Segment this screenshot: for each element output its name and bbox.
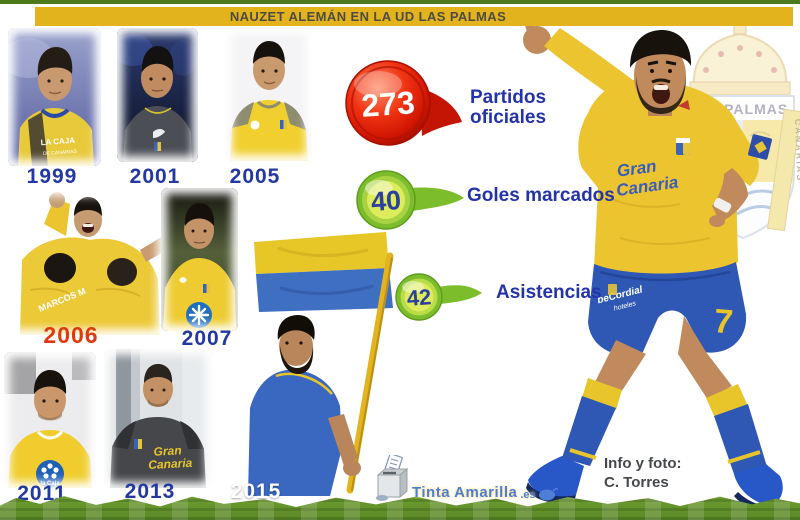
bubble-tail bbox=[438, 285, 482, 304]
year-label-2005: 2005 bbox=[229, 165, 281, 188]
year-label-2015: 2015 bbox=[230, 480, 282, 503]
stat-bubble-goles: 40 bbox=[356, 170, 464, 230]
backpack-strap bbox=[28, 112, 48, 166]
stat-bubble-asistencias: 42 bbox=[395, 273, 482, 321]
photo-2011-art: la Caja bbox=[4, 352, 96, 488]
teammate-head bbox=[107, 258, 137, 286]
stat-label-asistencias: Asistencias bbox=[496, 282, 602, 303]
year-label-2001: 2001 bbox=[129, 165, 181, 188]
beard bbox=[636, 76, 686, 114]
shirt-sponsor-2013: Gran Canaria bbox=[148, 443, 193, 472]
stat-label-goles: Goles marcados bbox=[467, 185, 615, 206]
ballot-box-icon bbox=[376, 455, 409, 501]
logo-text-2011: la Caja bbox=[40, 481, 60, 487]
photo-2001-art bbox=[117, 28, 198, 162]
photo-1999: LA CAJA DE CANARIAS bbox=[8, 28, 101, 166]
photo-2005 bbox=[226, 28, 312, 161]
photo-2015-art bbox=[248, 232, 394, 496]
photo-2005-art bbox=[226, 28, 312, 161]
year-label-1999: 1999 bbox=[26, 165, 78, 188]
watermark-name: Tinta Amarilla bbox=[412, 484, 518, 501]
photo-2001 bbox=[117, 28, 198, 162]
photo-2007-art bbox=[161, 188, 238, 331]
chest-crest bbox=[676, 138, 690, 155]
stat-bubble-partidos: 273 bbox=[345, 60, 462, 146]
lacaja-logo bbox=[36, 460, 64, 488]
beard bbox=[280, 346, 314, 374]
shirt-sponsor-1999: LA CAJA bbox=[40, 136, 75, 147]
computer-mouse-icon bbox=[538, 487, 558, 501]
photo-2007 bbox=[161, 188, 238, 331]
photo-2013-art: Gran Canaria bbox=[104, 349, 212, 488]
corner-flag-yellow bbox=[254, 232, 389, 274]
hair bbox=[37, 47, 73, 76]
hand-on-pole bbox=[343, 460, 361, 476]
top-torn-edge bbox=[0, 0, 800, 4]
player-figure: Gran Canaria 7 beCordial hoteles bbox=[523, 19, 783, 512]
shirt-logo bbox=[250, 120, 260, 130]
svg-text:Gran: Gran bbox=[153, 443, 182, 458]
stat-value-partidos: 273 bbox=[360, 84, 416, 124]
svg-text:Canaria: Canaria bbox=[148, 456, 193, 472]
wristband bbox=[713, 197, 732, 213]
bubble-tail bbox=[410, 187, 464, 211]
photo-2015 bbox=[218, 228, 400, 496]
left-boot bbox=[528, 456, 584, 497]
photo-2006-art: MARCOS M bbox=[0, 190, 163, 335]
photo-credit: Info y foto: C. Torres bbox=[604, 455, 682, 491]
hair bbox=[253, 41, 285, 64]
year-label-2006: 2006 bbox=[43, 322, 99, 348]
year-label-2013: 2013 bbox=[124, 480, 176, 503]
shorts-number: 7 bbox=[712, 302, 734, 342]
photo-2011: la Caja bbox=[4, 352, 96, 488]
corner-flag-blue bbox=[256, 268, 393, 312]
photo-1999-art: LA CAJA DE CANARIAS bbox=[8, 28, 101, 166]
teammate-head bbox=[44, 253, 76, 283]
stat-label-partidos: Partidos oficiales bbox=[470, 87, 547, 128]
photo-2006: MARCOS M bbox=[0, 190, 163, 335]
raised-fist bbox=[49, 192, 65, 208]
watermark-suffix: .es bbox=[520, 489, 536, 501]
stat-value-goles: 40 bbox=[370, 185, 402, 217]
crest-side-text: CANARIAS bbox=[793, 119, 800, 183]
mouse-icon bbox=[376, 495, 388, 501]
title-banner: NAUZET ALEMÁN EN LA UD LAS PALMAS bbox=[35, 7, 793, 26]
sponsor-squiggle bbox=[179, 277, 187, 283]
flag-pole bbox=[346, 252, 394, 494]
year-label-2011: 2011 bbox=[17, 482, 67, 505]
big-player-photo: AS PALMAS CANARIAS bbox=[523, 18, 800, 512]
right-boot bbox=[734, 464, 783, 506]
hair bbox=[141, 46, 174, 72]
hair bbox=[630, 30, 692, 68]
photo-2013: Gran Canaria bbox=[104, 349, 212, 488]
puma-logo bbox=[153, 129, 165, 138]
svg-text:DE CANARIAS: DE CANARIAS bbox=[43, 149, 78, 157]
watermark: Tinta Amarilla .es bbox=[374, 455, 558, 501]
year-label-2007: 2007 bbox=[181, 327, 233, 350]
page-title: NAUZET ALEMÁN EN LA UD LAS PALMAS bbox=[229, 9, 507, 24]
stat-value-asistencias: 42 bbox=[406, 284, 432, 311]
